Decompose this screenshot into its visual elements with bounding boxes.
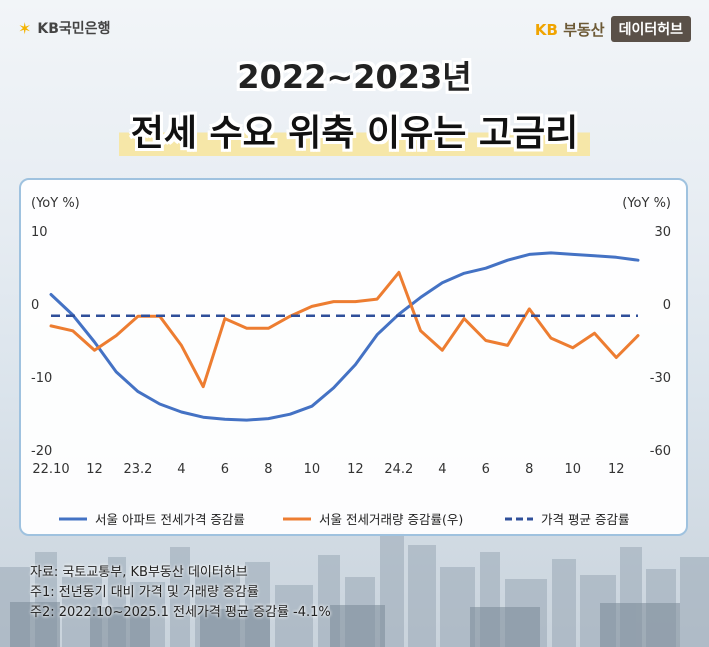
x-axis-tick-label: 23.2 [123, 462, 152, 477]
x-axis-tick-label: 8 [525, 462, 533, 477]
x-axis-tick-label: 22.10 [32, 462, 69, 477]
data-hub-badge: 데이터허브 [610, 16, 691, 42]
legend-label: 서울 아파트 전세가격 증감률 [95, 512, 245, 527]
x-axis-tick-label: 4 [438, 462, 446, 477]
x-axis-tick-label: 10 [304, 462, 321, 477]
source-note: 자료: 국토교통부, KB부동산 데이터허브 [30, 565, 248, 580]
kb-kookmin-bank-label: KB국민은행 [37, 21, 111, 37]
right-axis-tick-label: 0 [663, 298, 671, 313]
left-axis-unit-label: (YoY %) [31, 196, 80, 211]
line-chart: (YoY %) (YoY %) 10 0 -10 -20 30 0 -30 -60 22.1… [31, 196, 671, 527]
left-axis-tick-label: 10 [31, 225, 48, 240]
x-axis-tick-label: 24.2 [384, 462, 413, 477]
kb-real-estate-label: KB 부동산 [534, 20, 605, 39]
source-notes: 자료: 국토교통부, KB부동산 데이터허브 주1: 전년동기 대비 가격 및 … [30, 563, 331, 623]
right-axis-tick-label: -60 [650, 444, 671, 459]
footnote-1: 주1: 전년동기 대비 가격 및 거래량 증감률 [30, 585, 259, 600]
footnote-2: 주2: 2022.10~2025.1 전세가격 평균 증감률 -4.1% [30, 605, 331, 620]
kb-star-icon: ✶ [18, 18, 32, 38]
series-line-2 [49, 270, 640, 389]
right-axis-unit-label: (YoY %) [622, 196, 671, 211]
x-axis-tick-label: 6 [482, 462, 490, 477]
left-axis-tick-label: 0 [31, 298, 39, 313]
x-axis-tick-label: 8 [264, 462, 272, 477]
kb-real-estate-data-hub-logo: KB 부동산 데이터허브 [535, 16, 691, 42]
x-axis-tick-label: 12 [347, 462, 364, 477]
title-line-2-wrap: 전세 수요 위축 이유는 고금리 [0, 104, 709, 156]
right-axis-tick-label: 30 [654, 225, 671, 240]
series-line-1 [49, 251, 640, 422]
x-axis-tick-label: 10 [565, 462, 582, 477]
chart-card: (YoY %) (YoY %) 10 0 -10 -20 30 0 -30 -60 22.1… [19, 178, 688, 536]
x-axis-tick-label: 4 [177, 462, 185, 477]
title-line-2: 전세 수요 위축 이유는 고금리 [118, 104, 591, 156]
left-axis-tick-label: -10 [31, 371, 52, 386]
left-axis-tick-label: -20 [31, 444, 52, 459]
title-line-1: 2022~2023년 [237, 58, 472, 96]
legend-label: 서울 전세거래량 증감률(우) [319, 512, 463, 527]
x-axis-tick-label: 12 [608, 462, 625, 477]
kb-kookmin-bank-logo: ✶ KB국민은행 [18, 18, 110, 38]
city-skyline-background [0, 532, 709, 647]
right-axis-tick-label: -30 [650, 371, 671, 386]
legend-label: 가격 평균 증감률 [541, 512, 629, 527]
x-axis-tick-label: 6 [221, 462, 229, 477]
top-bar: ✶ KB국민은행 KB 부동산 데이터허브 [0, 12, 709, 48]
x-axis-tick-label: 12 [86, 462, 103, 477]
